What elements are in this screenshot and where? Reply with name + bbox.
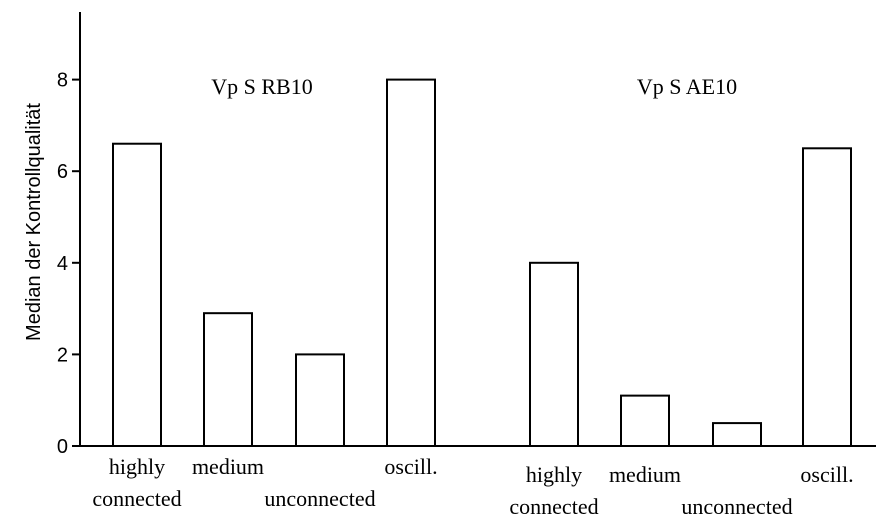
group-titles: Vp S RB10 Vp S AE10 — [211, 74, 737, 99]
bar-g1-4 — [386, 78, 436, 447]
bar-g2-2 — [620, 394, 670, 447]
bar-g2-4 — [802, 147, 852, 448]
x-tick-label: connected — [509, 494, 598, 515]
y-tick-label: 0 — [57, 436, 68, 458]
axes — [79, 12, 876, 447]
x-tick-label: unconnected — [264, 486, 375, 511]
x-tick-label: oscill. — [384, 454, 437, 479]
x-tick-label: oscill. — [800, 462, 853, 487]
y-tick-label: 2 — [57, 344, 68, 366]
y-tick-label: 4 — [57, 253, 68, 275]
bar-g2-3 — [712, 422, 762, 448]
y-axis-label: Median der Kontrollqualität — [23, 103, 45, 341]
y-tick-label: 6 — [57, 161, 68, 183]
x-tick-label: medium — [609, 462, 681, 487]
group-title-1: Vp S RB10 — [211, 74, 312, 99]
x-tick-label: highly — [109, 454, 165, 479]
bar-g2-1 — [529, 261, 579, 447]
bar-g1-1 — [112, 142, 162, 447]
y-ticks: 0 2 4 6 8 — [57, 70, 80, 458]
bar-g1-3 — [295, 353, 345, 447]
bars — [112, 78, 852, 448]
x-tick-label: unconnected — [681, 494, 792, 515]
group-title-2: Vp S AE10 — [637, 74, 737, 99]
bar-g1-2 — [203, 312, 253, 447]
x-tick-label: medium — [192, 454, 264, 479]
y-tick-label: 8 — [57, 70, 68, 92]
x-tick-label: highly — [526, 462, 582, 487]
x-tick-label: connected — [92, 486, 181, 511]
